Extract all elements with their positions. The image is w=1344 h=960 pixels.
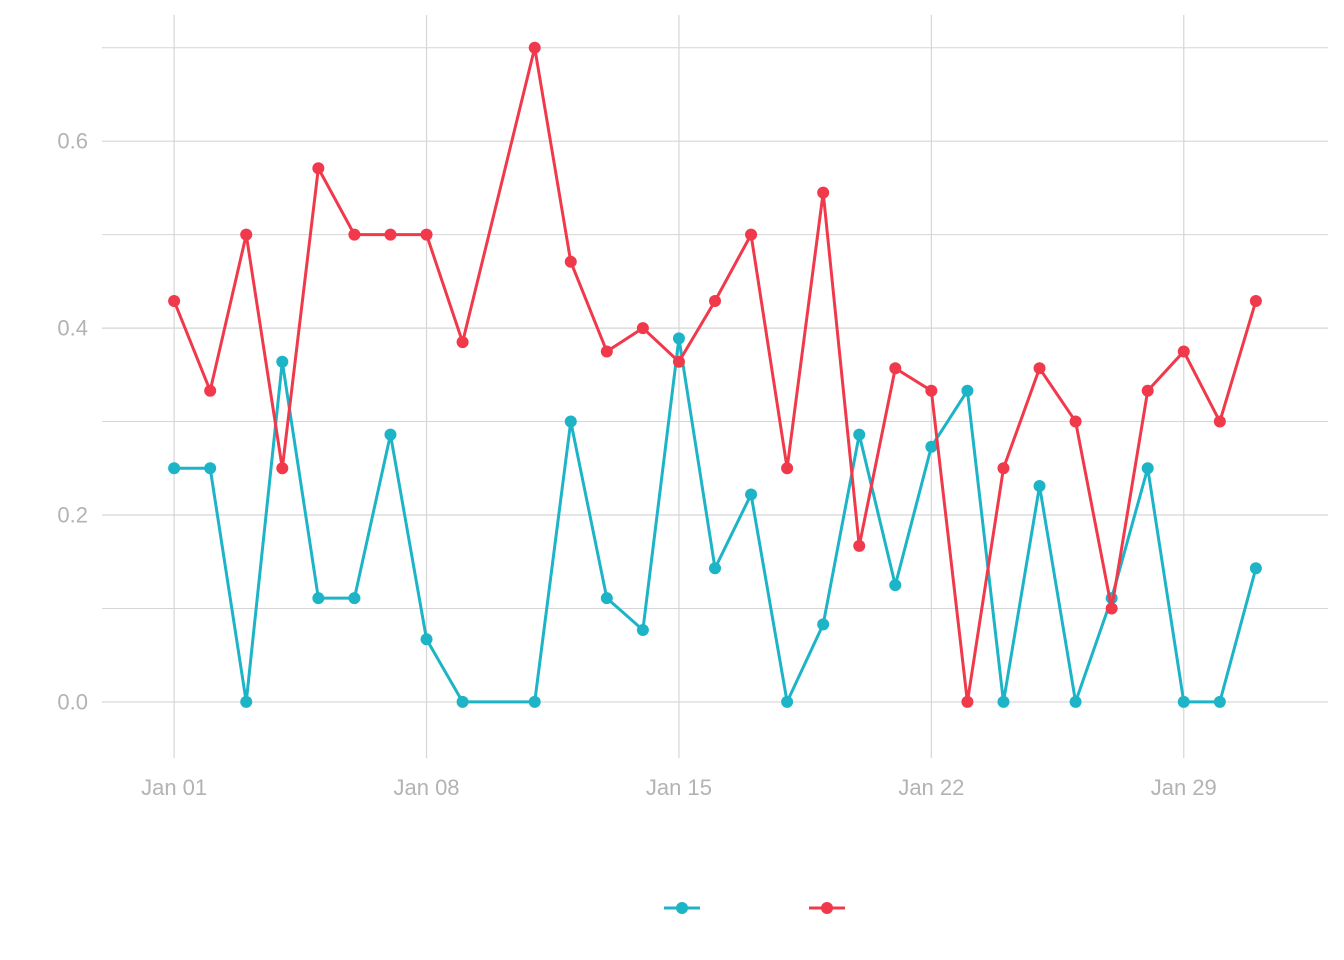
series-2-point	[745, 228, 758, 241]
x-tick-label: Jan 22	[898, 775, 964, 800]
series-2-point	[456, 336, 469, 349]
series-2-point	[636, 322, 649, 335]
x-tick-label: Jan 08	[393, 775, 459, 800]
series-2-point	[528, 41, 541, 54]
series-1-line	[172, 336, 1258, 704]
series-1-point	[925, 440, 938, 453]
legend-key-2	[809, 902, 845, 914]
series-1-point	[1033, 480, 1046, 493]
series-2-point	[853, 539, 866, 552]
series-2-point	[420, 228, 433, 241]
legend	[664, 902, 845, 914]
series-1-point	[168, 462, 181, 475]
series-2-line	[172, 46, 1258, 704]
series-2-point	[1033, 362, 1046, 375]
series-1-point	[276, 355, 289, 368]
series-2-point	[1105, 602, 1118, 615]
y-tick-label: 0.4	[57, 316, 88, 341]
series-1-point	[636, 623, 649, 636]
x-tick-label: Jan 29	[1151, 775, 1217, 800]
series-2-point	[168, 294, 181, 307]
series-2-point	[348, 228, 361, 241]
series-2-point	[925, 384, 938, 397]
series-1	[168, 332, 1262, 708]
series-2-point	[384, 228, 397, 241]
series-1-point	[1213, 695, 1226, 708]
series-1-point	[853, 428, 866, 441]
series-1-point	[600, 592, 613, 605]
series-2-point	[997, 462, 1010, 475]
series-2-point	[672, 355, 685, 368]
series-2-point	[204, 384, 217, 397]
series-2-point	[817, 186, 830, 199]
series-1-point	[312, 592, 325, 605]
series-1-point	[420, 633, 433, 646]
series-2-point	[312, 162, 325, 175]
legend-key-point	[676, 902, 688, 914]
y-tick-label: 0.6	[57, 129, 88, 154]
series-2-point	[1141, 384, 1154, 397]
series-2-point	[1249, 294, 1262, 307]
legend-key-point	[821, 902, 833, 914]
series-2-point	[961, 695, 974, 708]
series-1-point	[961, 384, 974, 397]
legend-key-1	[664, 902, 700, 914]
series-2-point	[1177, 345, 1190, 358]
y-tick-label: 0.0	[57, 689, 88, 714]
series-1-point	[384, 428, 397, 441]
series-2	[168, 41, 1262, 708]
series-1-point	[889, 579, 902, 592]
series-1-point	[817, 618, 830, 631]
series-2-point	[600, 345, 613, 358]
series-1-point	[1141, 462, 1154, 475]
series-2-point	[1069, 415, 1082, 428]
series-1-point	[1177, 695, 1190, 708]
series-2-point	[709, 294, 721, 307]
series-1-point	[240, 695, 253, 708]
series-1-point	[348, 592, 361, 605]
x-tick-label: Jan 01	[141, 775, 207, 800]
series-1-point	[709, 562, 721, 575]
series-1-point	[204, 462, 217, 475]
x-tick-label: Jan 15	[646, 775, 712, 800]
series-2-point	[276, 462, 289, 475]
series-1-point	[528, 695, 541, 708]
series-1-point	[1249, 562, 1262, 575]
series-2-point	[1213, 415, 1226, 428]
series-2-point	[781, 462, 794, 475]
series-1-point	[781, 695, 794, 708]
series-1-point	[672, 332, 685, 345]
series-1-point	[564, 415, 577, 428]
series	[168, 41, 1262, 708]
series-2-point	[889, 362, 902, 375]
series-2-point	[564, 255, 577, 268]
series-1-point	[745, 488, 758, 501]
axis-labels: 0.0 0.2 0.4 0.6 Jan 01 Jan 08 Jan 15 Jan 22 Jan …	[57, 129, 1216, 800]
series-1-point	[456, 695, 469, 708]
series-2-point	[240, 228, 253, 241]
series-1-point	[997, 695, 1010, 708]
y-tick-label: 0.2	[57, 503, 88, 528]
series-1-point	[1069, 695, 1082, 708]
